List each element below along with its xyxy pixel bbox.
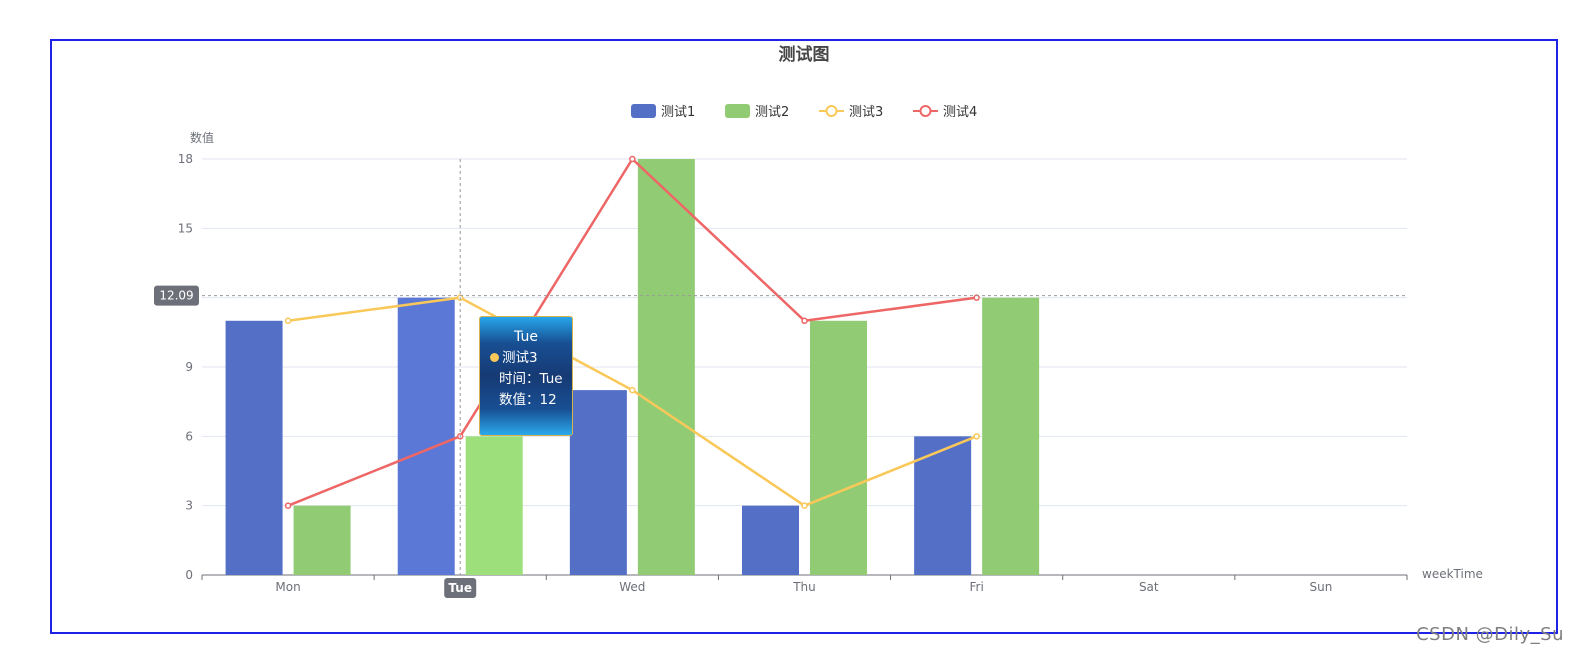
tooltip-series-row: 测试3 xyxy=(480,348,572,369)
x-tick-label-Mon: Mon xyxy=(275,580,300,594)
legend-marker-4 xyxy=(919,105,932,117)
y-tick-label-0: 0 xyxy=(185,568,193,582)
legend-label-2: 测试2 xyxy=(755,105,789,120)
axis-pointer-x-label: Tue xyxy=(448,581,472,595)
watermark: CSDN @Dily_Su xyxy=(1416,624,1564,645)
axis-pointer-y-badge xyxy=(154,285,199,306)
x-tick-label-Fri: Fri xyxy=(969,580,983,594)
axis-pointer-x-badge xyxy=(444,578,477,598)
axis-pointer-y-label: 12.09 xyxy=(159,289,193,303)
bar-测试2-Mon xyxy=(293,505,351,575)
line-series-测试3 xyxy=(287,296,978,507)
bar-测试2-Fri xyxy=(982,297,1040,575)
tooltip-value-line: 数值：12 xyxy=(499,392,557,408)
point-测试3-Thu xyxy=(801,502,808,509)
point-测试4-Wed xyxy=(629,155,636,163)
chart-frame xyxy=(50,39,1558,634)
bar-测试2-Thu xyxy=(810,320,867,575)
legend-label-4: 测试4 xyxy=(943,105,977,120)
tooltip-series-name: 测试3 xyxy=(502,350,538,366)
bar-测试1-Tue xyxy=(397,297,455,575)
bar-测试1-Wed xyxy=(569,390,627,575)
tooltip-series-dot-icon xyxy=(490,353,499,362)
x-tick-label-Sat: Sat xyxy=(1139,580,1159,594)
y-axis-name: 数值 xyxy=(190,130,214,145)
bar-测试2-Wed xyxy=(637,159,695,575)
y-tick-label-5: 15 xyxy=(178,221,193,235)
point-测试4-Mon xyxy=(284,502,292,509)
tooltip-title: Tue xyxy=(514,329,538,345)
point-测试3-Fri xyxy=(973,433,980,440)
legend-label-3: 测试3 xyxy=(849,105,883,120)
y-tick-label-2: 6 xyxy=(185,429,193,443)
chart-title: 测试图 xyxy=(779,44,830,65)
x-tick-label-Thu: Thu xyxy=(792,580,816,594)
bar-测试2-Tue xyxy=(465,436,523,575)
legend-swatch-2 xyxy=(725,104,750,118)
tooltip-time-line: 时间：Tue xyxy=(499,371,563,387)
chart-tooltip: Tue 测试3 时间：Tue 数值：12 xyxy=(479,316,573,436)
line-series-测试4 xyxy=(287,157,977,507)
legend-marker-3 xyxy=(825,105,838,117)
y-tick-label-1: 3 xyxy=(185,499,193,513)
point-测试4-Thu xyxy=(801,317,808,325)
x-tick-label-Sun: Sun xyxy=(1310,580,1333,594)
x-axis-name: weekTime xyxy=(1422,567,1483,581)
bar-测试1-Thu xyxy=(742,505,799,575)
legend-swatch-1 xyxy=(631,104,656,118)
bar-测试1-Fri xyxy=(914,436,972,575)
x-tick-label-Wed: Wed xyxy=(619,580,645,594)
y-tick-label-3: 9 xyxy=(185,360,193,374)
point-测试3-Mon xyxy=(284,317,292,325)
legend-label-1: 测试1 xyxy=(661,105,695,120)
point-测试3-Wed xyxy=(629,386,636,394)
bar-测试1-Mon xyxy=(225,320,283,575)
y-tick-label-6: 18 xyxy=(178,152,193,166)
